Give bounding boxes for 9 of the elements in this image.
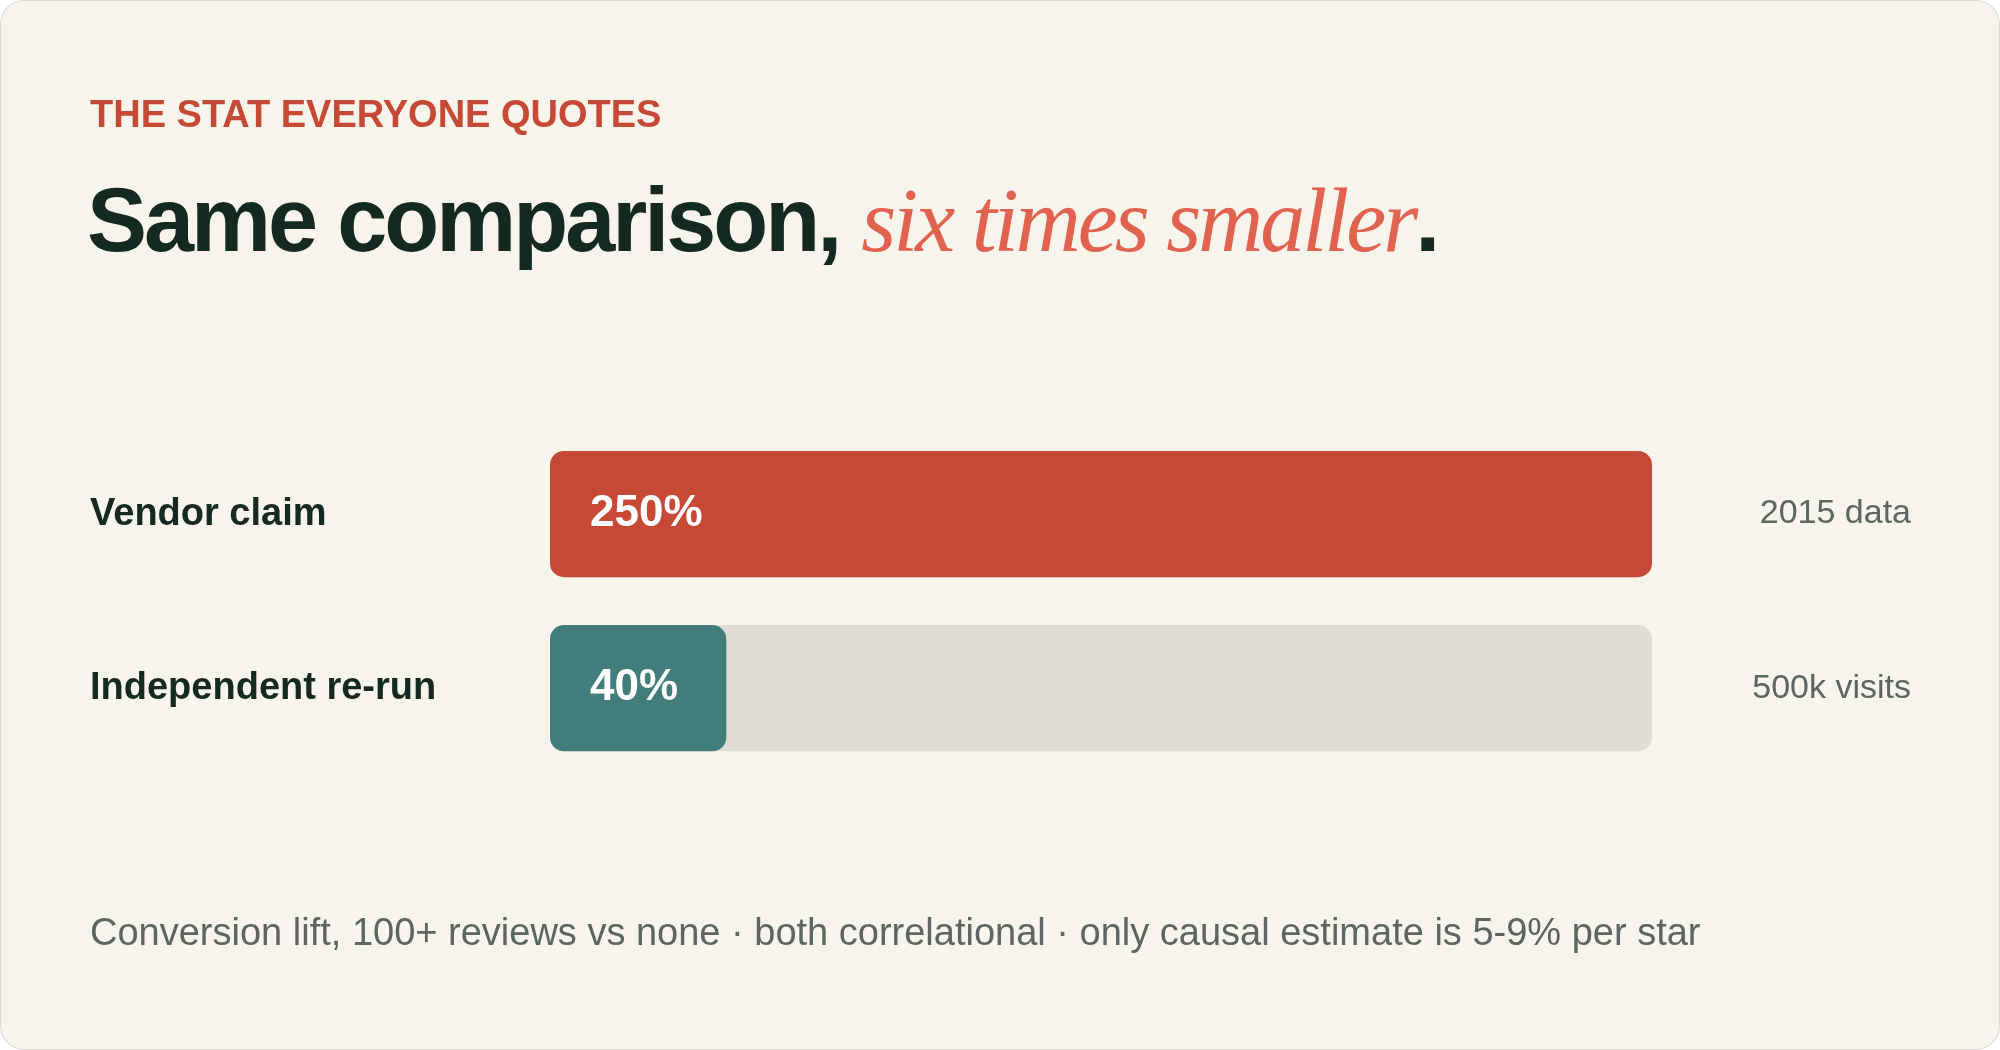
text: Conversion lift, 100+ reviews vs none · both correlational · only causal estimate is 5-9% per star xyxy=(90,911,1701,954)
chart-title: Same comparison, six times smaller. xyxy=(87,169,1438,272)
text: 500k visits xyxy=(1752,666,1911,705)
data-label: 250% xyxy=(590,486,703,536)
chart-subtitle: THE STAT EVERYONE QUOTES xyxy=(90,93,662,136)
y-tick-label: Independent re-run xyxy=(90,664,437,707)
text: 2015 data xyxy=(1759,492,1912,531)
y-tick-label: Vendor claim xyxy=(90,490,327,533)
data-label: 40% xyxy=(590,660,679,710)
